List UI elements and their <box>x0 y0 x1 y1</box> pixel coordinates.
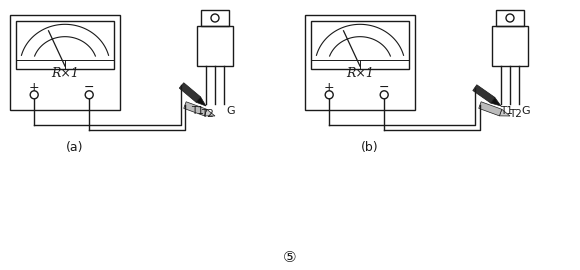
Text: T1: T1 <box>500 106 513 116</box>
Bar <box>305 15 415 110</box>
Text: (a): (a) <box>66 141 84 154</box>
Text: T1: T1 <box>191 106 204 116</box>
Bar <box>201 10 229 26</box>
Bar <box>492 26 528 66</box>
Bar <box>16 21 114 69</box>
Text: R×1: R×1 <box>346 68 374 80</box>
Text: ⑤: ⑤ <box>283 251 297 265</box>
Text: T2: T2 <box>201 109 214 119</box>
Bar <box>311 21 409 69</box>
Bar <box>10 15 120 110</box>
Polygon shape <box>478 102 502 116</box>
Polygon shape <box>499 109 510 116</box>
Polygon shape <box>196 97 206 106</box>
Text: +: + <box>29 81 39 94</box>
Text: (b): (b) <box>361 141 379 154</box>
Text: G: G <box>521 106 530 116</box>
Text: −: − <box>379 81 389 94</box>
Text: −: − <box>84 81 95 94</box>
Bar <box>496 10 524 26</box>
Text: G: G <box>226 106 235 116</box>
Text: T2: T2 <box>509 109 522 119</box>
Polygon shape <box>184 102 207 116</box>
Bar <box>197 26 233 66</box>
Text: R×1: R×1 <box>51 68 79 80</box>
Polygon shape <box>473 85 495 103</box>
Text: +: + <box>324 81 335 94</box>
Polygon shape <box>204 109 215 116</box>
Polygon shape <box>179 83 201 102</box>
Polygon shape <box>491 97 501 106</box>
